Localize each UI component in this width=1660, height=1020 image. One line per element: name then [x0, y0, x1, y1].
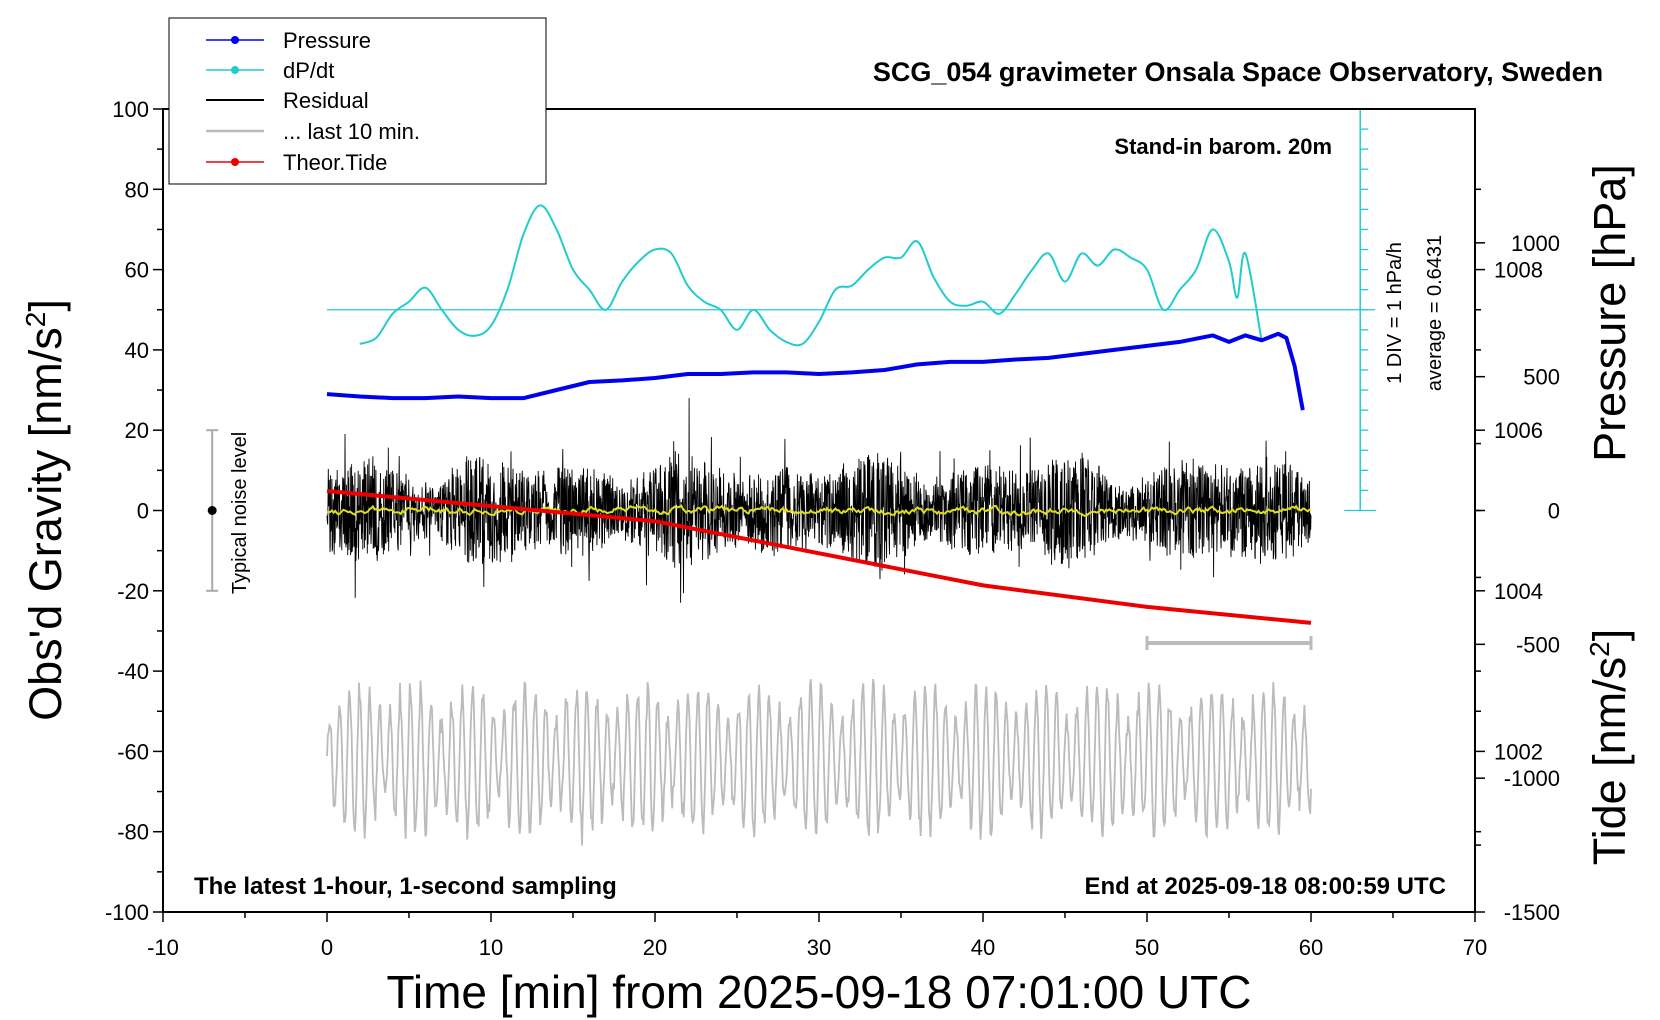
series-residual-line [326, 398, 1312, 603]
pressure-tick-label: 1002 [1494, 739, 1543, 764]
legend-entry-dpdt: dP/dt [206, 58, 334, 83]
legend-label-tide: Theor.Tide [283, 150, 387, 175]
y-tick-label: 100 [112, 97, 149, 122]
annotation-div-label: 1 DIV = 1 hPa/h [1384, 242, 1406, 384]
series-residual-mean-line [326, 503, 1312, 517]
y-tick-label: 20 [125, 418, 149, 443]
x-tick-label: 30 [807, 935, 831, 960]
legend-entry-last10: ... last 10 min. [206, 119, 420, 144]
series-last10-line [326, 678, 1312, 846]
y-axis-label-tide-main: Tide [nm/s [1584, 657, 1635, 865]
x-tick-label: 0 [321, 935, 333, 960]
legend-label-residual: Residual [283, 88, 369, 113]
annotation-bottom-right: End at 2025-09-18 08:00:59 UTC [1085, 873, 1447, 900]
y-axis-label-left-sup: 2 [20, 312, 51, 328]
legend-entry-tide: Theor.Tide [206, 150, 387, 175]
noise-bar-center [207, 506, 217, 515]
tide-tick-label: 1000 [1511, 231, 1560, 256]
y-tick-label: -40 [117, 659, 149, 684]
pressure-tick-label: 1008 [1494, 258, 1543, 283]
x-tick-label: 40 [971, 935, 995, 960]
x-tick-label: 50 [1135, 935, 1159, 960]
y-axis-label-tide-tail: ] [1584, 629, 1635, 642]
y-axis-label-tide-sup: 2 [1584, 641, 1615, 657]
legend-marker-tide [231, 158, 239, 166]
legend-label-last10: ... last 10 min. [283, 119, 420, 144]
y-tick-label: 60 [125, 258, 149, 283]
y-axis-label-pressure: Pressure [hPa] [1584, 164, 1635, 462]
y-tick-label: 0 [137, 499, 149, 524]
legend-marker-pressure [231, 36, 239, 44]
x-tick-label: 20 [643, 935, 667, 960]
x-axis-label: Time [min] from 2025-09-18 07:01:00 UTC [387, 966, 1252, 1018]
x-tick-label: 10 [479, 935, 503, 960]
y-tick-label: -20 [117, 579, 149, 604]
annotation-standin-barometer: Stand-in barom. 20m [1114, 134, 1332, 159]
tide-tick-label: 0 [1548, 499, 1560, 524]
y-axis-label-tide: Tide [nm/s2] [1584, 629, 1635, 865]
axes-layer: -10 0 10 20 30 40 50 60 70-100-80-60-40-20020406… [105, 97, 1560, 960]
tide-tick-label: -1500 [1504, 900, 1560, 925]
series-pressure-line [326, 331, 1305, 411]
legend-label-dpdt: dP/dt [283, 58, 334, 83]
x-tick-label: 70 [1463, 935, 1487, 960]
y-tick-label: -100 [105, 900, 149, 925]
pressure-tick-label: 1004 [1494, 579, 1543, 604]
y-axis-label-left-tail: ] [20, 299, 71, 312]
series-tide-line [326, 489, 1312, 625]
legend: Pressure dP/dt Residual ... last 10 min.… [168, 17, 547, 185]
y-tick-label: 80 [125, 177, 149, 202]
pressure-tick-label: 1006 [1494, 418, 1543, 443]
legend-label-pressure: Pressure [283, 28, 371, 53]
x-tick-label: 60 [1299, 935, 1323, 960]
series-dpdt-line [359, 204, 1263, 347]
legend-entry-residual: Residual [206, 88, 369, 113]
tide-tick-label: -500 [1516, 632, 1560, 657]
y-axis-label-left-main: Obs'd Gravity [nm/s [20, 327, 71, 721]
chart-title: SCG_054 gravimeter Onsala Space Observat… [873, 57, 1603, 87]
series-layer [206, 108, 1377, 846]
x-tick-label: -10 [147, 935, 179, 960]
y-tick-label: -60 [117, 739, 149, 764]
y-axis-label-left: Obs'd Gravity [nm/s2] [20, 299, 71, 721]
legend-entry-pressure: Pressure [206, 28, 371, 53]
annotation-average-label: average = 0.6431 [1424, 235, 1446, 391]
legend-marker-dpdt [231, 66, 239, 74]
tide-tick-label: -1000 [1504, 766, 1560, 791]
y-tick-label: 40 [125, 338, 149, 363]
tide-tick-label: 500 [1523, 365, 1560, 390]
annotation-noise-label: Typical noise level [229, 432, 251, 594]
annotation-bottom-left: The latest 1-hour, 1-second sampling [194, 873, 617, 900]
y-tick-label: -80 [117, 820, 149, 845]
